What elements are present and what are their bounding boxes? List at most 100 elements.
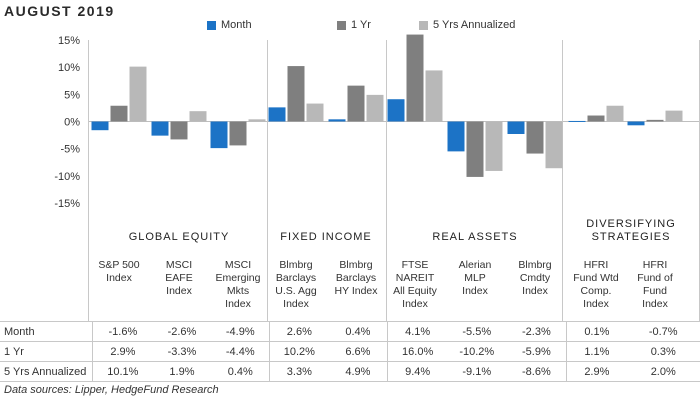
category-label: HY Index: [335, 285, 379, 297]
row-label: 5 Yrs Annualized: [0, 361, 94, 382]
legend-label-5yr: 5 Yrs Annualized: [433, 19, 516, 31]
group-title: REAL ASSETS: [432, 231, 517, 243]
category-label: Barclays: [336, 272, 376, 284]
table-cell: 10.2%: [269, 341, 329, 362]
table-cell: 2.0%: [626, 361, 700, 382]
bar-5yr: [129, 66, 147, 122]
category-label: MSCI: [225, 259, 251, 271]
category-label: U.S. Agg: [275, 285, 317, 297]
y-tick-label: 0%: [64, 117, 80, 129]
legend-item-month: Month: [207, 18, 252, 32]
table-cell: 0.1%: [566, 321, 627, 342]
category-label: Index: [106, 272, 132, 284]
table-cell: -5.9%: [506, 341, 568, 362]
category-label: S&P 500: [98, 259, 139, 271]
bar-month: [268, 107, 286, 122]
category-label: Index: [583, 298, 609, 310]
legend-item-5yr: 5 Yrs Annualized: [419, 18, 515, 32]
table-cell: 3.3%: [269, 361, 329, 382]
category-label: Index: [402, 298, 428, 310]
bar-1yr: [587, 115, 605, 122]
category-label: Emerging: [216, 272, 261, 284]
table-cell: -3.3%: [152, 341, 212, 362]
table-cell: 0.4%: [328, 321, 389, 342]
bar-5yr: [425, 70, 443, 122]
bar-5yr: [306, 103, 324, 122]
legend-swatch-month: [207, 20, 216, 30]
bar-1yr: [526, 121, 544, 154]
category-label: Cmdty: [520, 272, 551, 284]
row-label: 1 Yr: [0, 341, 94, 362]
bar-5yr: [366, 94, 384, 122]
returns-table: Month -1.6% -2.6% -4.9% 2.6% 0.4% 4.1% -5.5% -2.…: [0, 321, 700, 382]
table-cell: -5.5%: [447, 321, 507, 342]
bar-month: [210, 121, 228, 149]
bar-1yr: [170, 121, 188, 140]
category-label: Mkts: [227, 285, 249, 297]
y-tick-label: -15%: [54, 198, 80, 210]
category-label: HFRI: [643, 259, 668, 271]
y-tick-label: 5%: [64, 89, 80, 101]
legend-label-month: Month: [221, 19, 252, 31]
category-label: MLP: [464, 272, 486, 284]
table-cell: -1.6%: [92, 321, 153, 342]
category-label: Fund of: [637, 272, 673, 284]
bar-1yr: [646, 119, 664, 122]
category-label: Index: [225, 298, 251, 310]
bar-5yr: [665, 110, 683, 122]
category-label: Comp.: [581, 285, 612, 297]
table-row: Month -1.6% -2.6% -4.9% 2.6% 0.4% 4.1% -5.5% -2.…: [0, 321, 700, 342]
category-label: Index: [166, 285, 192, 297]
category-label: Index: [462, 285, 488, 297]
category-label: Blmbrg: [339, 259, 372, 271]
table-cell: -8.6%: [506, 361, 568, 382]
bar-1yr: [347, 85, 365, 122]
table-row: 5 Yrs Annualized 10.1% 1.9% 0.4% 3.3% 4.9% 9.4…: [0, 361, 700, 382]
table-cell: 4.9%: [328, 361, 389, 382]
table-cell: -0.7%: [626, 321, 700, 342]
category-label: Fund Wtd: [573, 272, 619, 284]
category-label: Alerian: [459, 259, 492, 271]
bar-5yr: [189, 111, 207, 122]
chart-title: AUGUST 2019: [4, 3, 115, 19]
table-cell: 1.9%: [152, 361, 212, 382]
bar-1yr: [287, 66, 305, 122]
table-cell: 6.6%: [328, 341, 389, 362]
table-cell: -4.9%: [211, 321, 271, 342]
category-label: EAFE: [165, 272, 192, 284]
group-title: DIVERSIFYING: [586, 218, 676, 230]
y-tick-label: 15%: [58, 35, 80, 47]
table-cell: -4.4%: [211, 341, 271, 362]
category-label: Blmbrg: [518, 259, 551, 271]
table-cell: 9.4%: [387, 361, 448, 382]
group-title: FIXED INCOME: [280, 231, 371, 243]
table-row: 1 Yr 2.9% -3.3% -4.4% 10.2% 6.6% 16.0% -10.2% -5…: [0, 341, 700, 362]
table-cell: -10.2%: [447, 341, 507, 362]
category-label: Index: [642, 298, 668, 310]
category-label: HFRI: [584, 259, 609, 271]
bar-month: [568, 120, 586, 122]
table-cell: 0.4%: [211, 361, 271, 382]
category-label: Fund: [643, 285, 667, 297]
table-cell: 0.3%: [626, 341, 700, 362]
group-title: STRATEGIES: [592, 231, 671, 243]
y-tick-label: -10%: [54, 171, 80, 183]
bar-month: [91, 121, 109, 131]
bar-5yr: [545, 121, 563, 169]
table-cell: -9.1%: [447, 361, 507, 382]
data-source-note: Data sources: Lipper, HedgeFund Research: [4, 384, 219, 396]
bar-5yr: [248, 119, 266, 122]
bar-1yr: [406, 34, 424, 122]
bar-5yr: [485, 121, 503, 171]
legend-swatch-1yr: [337, 20, 346, 30]
table-cell: 16.0%: [387, 341, 448, 362]
category-label: FTSE: [402, 259, 429, 271]
y-tick-label: -5%: [60, 144, 80, 156]
bar-1yr: [110, 105, 128, 122]
bar-chart: 15% 10% 5% 0% -5% -10% -15% GLOBAL EQUITY FIXED …: [54, 34, 700, 321]
y-tick-label: 10%: [58, 62, 80, 74]
bar-month: [507, 121, 525, 134]
category-label: Blmbrg: [279, 259, 312, 271]
legend-item-1yr: 1 Yr: [337, 18, 371, 32]
bar-1yr: [466, 121, 484, 177]
